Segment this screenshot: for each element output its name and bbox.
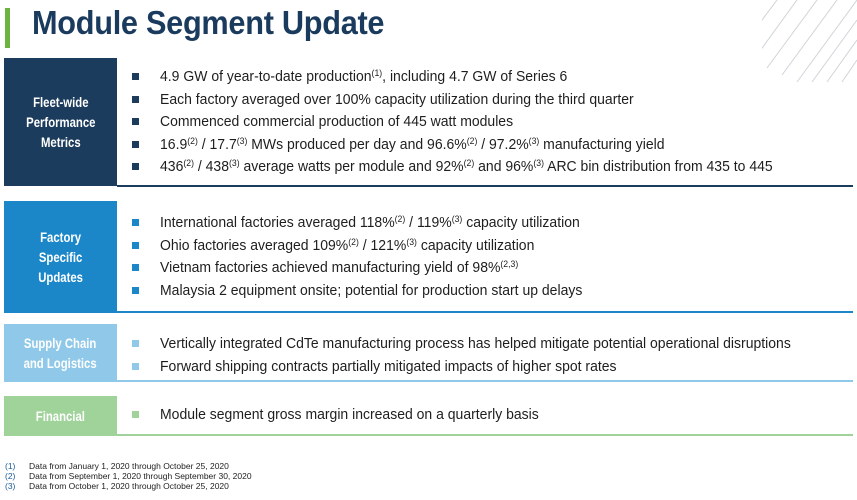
bullet-text: Forward shipping contracts partially mit…	[160, 358, 617, 375]
bullet-square-icon	[132, 340, 139, 347]
footnote-ref: (2)	[463, 158, 475, 168]
bullet-item: Vertically integrated CdTe manufacturing…	[130, 333, 814, 356]
footnote-ref: (2)	[394, 214, 406, 224]
footnote-ref: (3)	[528, 135, 540, 146]
bullet-text: Vertically integrated CdTe manufacturing…	[160, 336, 791, 352]
section-label-text: Supply Chain and Logistics	[23, 335, 98, 371]
bullet-square-icon	[132, 95, 139, 103]
section-rule	[117, 185, 853, 187]
footnote-ref: (3)	[533, 158, 544, 168]
bullet-item: International factories averaged 118%(2)…	[130, 212, 598, 235]
bullet-text: Malaysia 2 equipment onsite; potential f…	[160, 282, 583, 299]
section-rule	[117, 311, 853, 313]
bullet-item: 4.9 GW of year-to-date production(1), in…	[130, 66, 795, 89]
footnote: (2) Data from September 1, 2020 through S…	[5, 471, 252, 481]
footnote-ref: (2)	[187, 135, 198, 146]
bullet-item: Vietnam factories achieved manufacturing…	[130, 257, 598, 280]
bullet-square-icon	[132, 140, 139, 148]
bullet-item: Commenced commercial production of 445 w…	[130, 111, 795, 134]
section-label-fleet-wide: Fleet-wide Performance Metrics	[4, 58, 117, 186]
footnote-ref: (2)	[466, 135, 478, 146]
footnote-ref: (3)	[228, 158, 240, 168]
bullet-list-factory-specific: International factories averaged 118%(2)…	[130, 212, 598, 302]
bullet-square-icon	[132, 411, 139, 418]
bullet-text: International factories averaged 118%(2)…	[160, 214, 580, 232]
bullet-item: Ohio factories averaged 109%(2) / 121%(3…	[130, 235, 598, 258]
bullet-text: Module segment gross margin increased on…	[160, 407, 539, 423]
bullet-item: Module segment gross margin increased on…	[130, 404, 553, 427]
title-accent-bar	[5, 8, 10, 48]
bullet-square-icon	[132, 73, 139, 80]
bullet-square-icon	[132, 362, 139, 370]
footnotes: (1) Data from January 1, 2020 through Oct…	[5, 461, 252, 491]
bullet-item: Malaysia 2 equipment onsite; potential f…	[130, 280, 598, 303]
bullet-text: 4.9 GW of year-to-date production(1), in…	[160, 68, 568, 86]
bullet-item: 16.9(2) / 17.7(3) MWs produced per day a…	[130, 134, 795, 157]
bullet-text: Each factory averaged over 100% capacity…	[160, 91, 634, 108]
bullet-text: Commenced commercial production of 445 w…	[160, 114, 514, 130]
bullet-square-icon	[132, 118, 139, 125]
bullet-square-icon	[132, 241, 139, 249]
footnote-ref: (2)	[348, 236, 359, 247]
bullet-item: 436(2) / 438(3) average watts per module…	[130, 156, 795, 179]
section-label-supply-chain: Supply Chain and Logistics	[4, 324, 117, 382]
bullet-square-icon	[132, 286, 139, 294]
bullet-list-supply-chain: Vertically integrated CdTe manufacturing…	[130, 333, 814, 378]
section-rule	[117, 380, 853, 382]
section-label-financial: Financial	[4, 396, 117, 436]
bullet-list-fleet-wide: 4.9 GW of year-to-date production(1), in…	[130, 66, 795, 179]
bullet-text: Vietnam factories achieved manufacturing…	[160, 259, 519, 277]
footnote: (1) Data from January 1, 2020 through Oct…	[5, 461, 229, 471]
bullet-list-financial: Module segment gross margin increased on…	[130, 404, 553, 427]
footnote-ref: (3)	[451, 214, 463, 224]
bullet-square-icon	[132, 219, 139, 226]
section-label-text: Fleet-wide Performance Metrics	[25, 94, 96, 150]
section-label-text: Factory Specific Updates	[38, 229, 83, 285]
footnote: (3) Data from October 1, 2020 through Oct…	[5, 481, 229, 491]
bullet-text: Ohio factories averaged 109%(2) / 121%(3…	[160, 236, 535, 254]
section-label-text: Financial	[35, 408, 86, 424]
section-rule	[117, 434, 853, 436]
bullet-text: 436(2) / 438(3) average watts per module…	[160, 158, 773, 176]
section-label-factory-specific: Factory Specific Updates	[4, 201, 117, 313]
bullet-square-icon	[132, 264, 139, 271]
bullet-item: Each factory averaged over 100% capacity…	[130, 89, 795, 112]
footnote-ref: (2,3)	[500, 259, 519, 269]
footnote-ref: (3)	[236, 135, 248, 146]
bullet-item: Forward shipping contracts partially mit…	[130, 356, 814, 379]
bullet-text: 16.9(2) / 17.7(3) MWs produced per day a…	[160, 135, 665, 153]
footnote-ref: (3)	[406, 236, 417, 247]
page-title: Module Segment Update	[32, 4, 385, 41]
decorative-hatch	[762, 0, 857, 83]
footnote-ref: (1)	[371, 68, 383, 78]
bullet-square-icon	[132, 163, 139, 170]
footnote-ref: (2)	[183, 158, 194, 168]
